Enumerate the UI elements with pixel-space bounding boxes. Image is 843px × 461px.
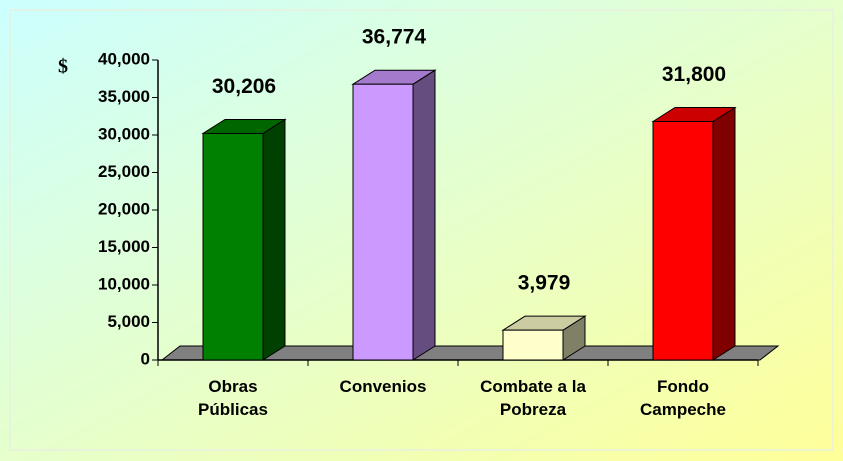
y-tick-label: 25,000 (98, 162, 150, 181)
y-tick-label: 30,000 (98, 124, 150, 143)
value-label: 31,800 (662, 63, 726, 86)
bar-side (712, 106, 736, 361)
bar (652, 121, 714, 361)
x-tick-label: Combate a la Pobreza (480, 377, 586, 419)
y-axis-label: $ (58, 56, 68, 78)
y-tick-label: 40,000 (98, 49, 150, 68)
bar (202, 132, 264, 361)
bar (502, 329, 564, 361)
x-tick-label: Convenios (340, 377, 427, 396)
bar (352, 83, 414, 361)
y-tick-label: 15,000 (98, 237, 150, 256)
y-tick-label: 35,000 (98, 87, 150, 106)
x-tick-label: Fondo Campeche (640, 377, 726, 419)
y-tick-label: 0 (141, 349, 150, 368)
bar-side (262, 118, 286, 361)
y-tick-label: 10,000 (98, 274, 150, 293)
x-tick-label: Obras Públicas (198, 377, 268, 419)
plot-border (9, 9, 834, 451)
value-label: 36,774 (362, 26, 427, 49)
value-label: 30,206 (212, 75, 276, 98)
bar-side (412, 69, 436, 361)
y-tick-label: 5,000 (107, 312, 150, 331)
y-tick-label: 20,000 (98, 199, 150, 218)
value-label: 3,979 (518, 272, 571, 295)
